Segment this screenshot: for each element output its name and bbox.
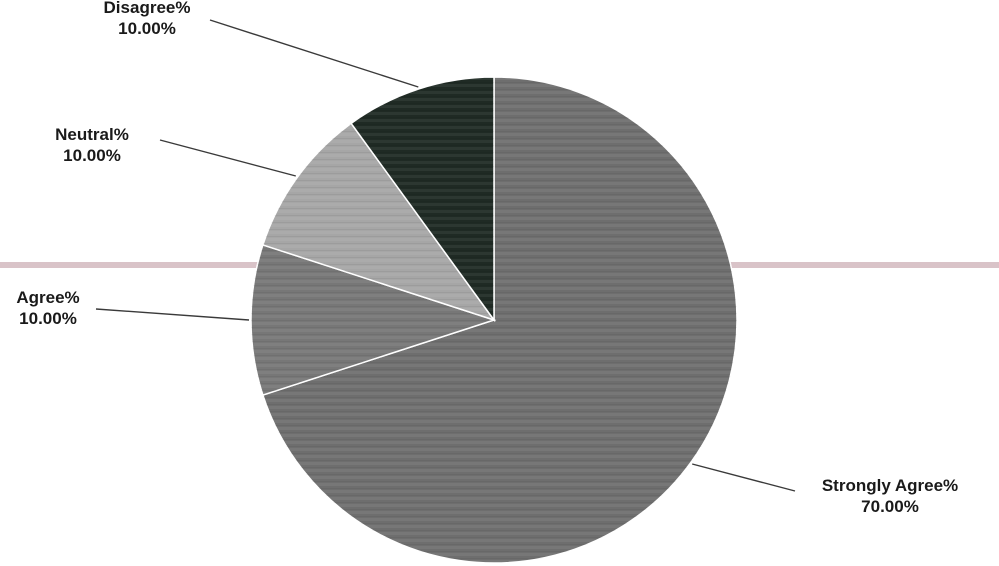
slice-value-strongly-agree: 70.00% xyxy=(861,497,919,516)
leader-line-strongly-agree xyxy=(692,463,796,492)
data-label-disagree: Disagree% 10.00% xyxy=(87,0,207,39)
pie-slice-texture-agree xyxy=(250,244,494,396)
pie-slice-texture-neutral xyxy=(262,123,494,320)
slice-value-disagree: 10.00% xyxy=(118,19,176,38)
leader-line-disagree xyxy=(209,19,419,88)
data-label-agree: Agree% 10.00% xyxy=(0,287,96,329)
slice-label-disagree: Disagree% xyxy=(103,0,191,17)
slice-label-agree: Agree% xyxy=(16,288,80,307)
data-label-neutral: Neutral% 10.00% xyxy=(37,124,147,166)
slice-value-neutral: 10.00% xyxy=(63,146,121,165)
slice-label-neutral: Neutral% xyxy=(55,125,129,144)
slice-label-strongly-agree: Strongly Agree% xyxy=(821,476,959,495)
data-label-strongly-agree: Strongly Agree% 70.00% xyxy=(790,475,990,517)
pie-slice-texture-strongly-agree xyxy=(262,77,737,563)
slice-value-agree: 10.00% xyxy=(19,309,77,328)
pie-slice-texture-disagree xyxy=(351,77,494,320)
leader-line-agree xyxy=(95,308,250,321)
leader-line-neutral xyxy=(159,139,296,177)
